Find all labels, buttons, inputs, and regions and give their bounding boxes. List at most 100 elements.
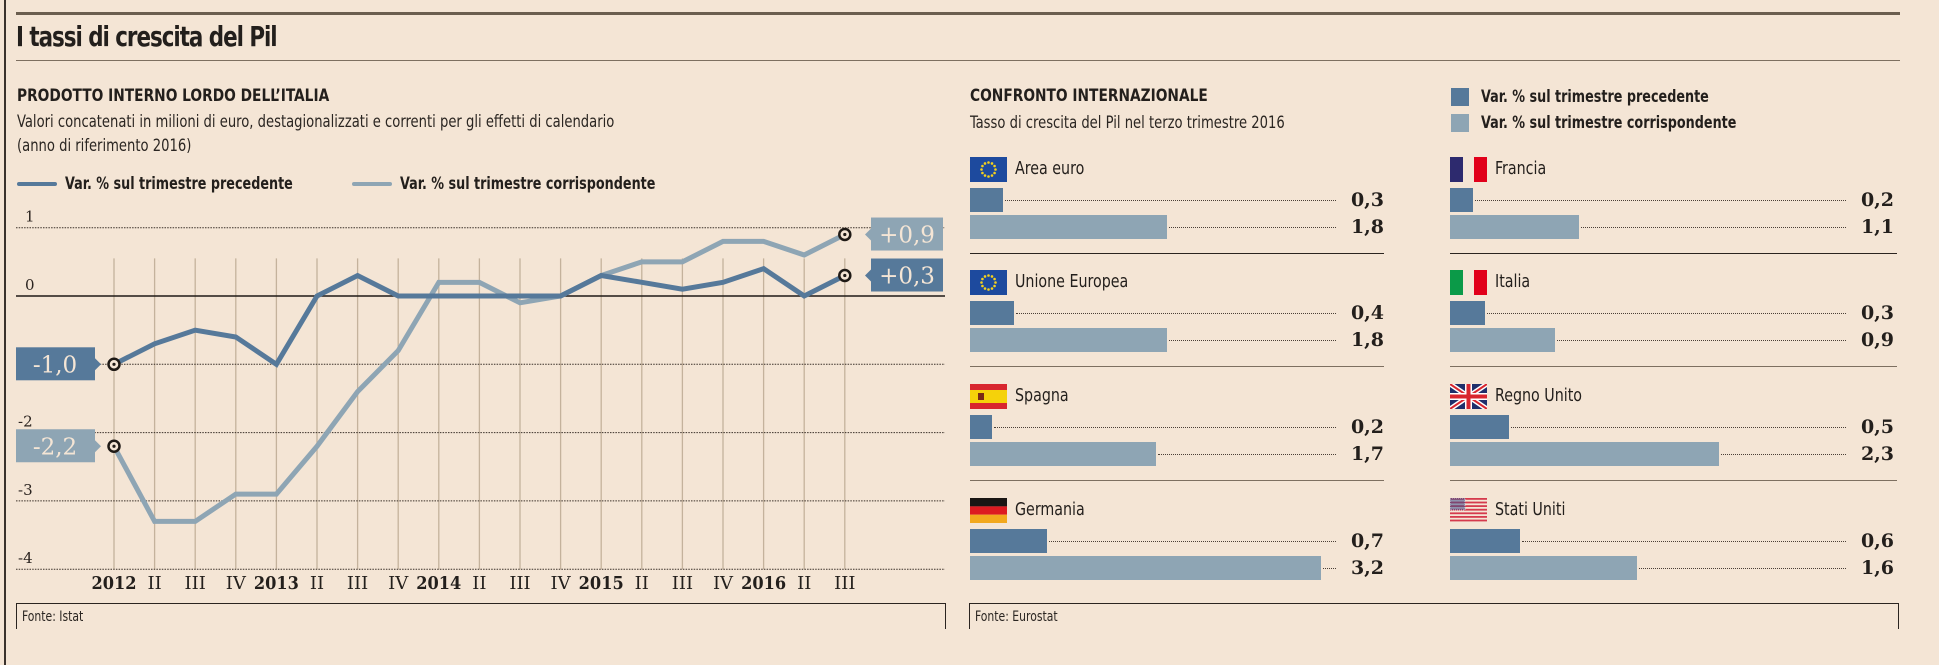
label-pointer	[865, 228, 871, 241]
endpoint-marker-dot	[843, 273, 847, 278]
leader-line	[1580, 227, 1846, 228]
x-tick-label: IV	[388, 573, 409, 594]
legend-label: Var. % sul trimestre precedente	[1481, 87, 1709, 106]
country-name: Italia	[1495, 271, 1531, 292]
value-label-corr: 2,3	[1860, 443, 1894, 465]
x-tick-label: III	[672, 573, 693, 594]
endpoint-marker-dot	[843, 232, 847, 237]
value-label-prev: 0,5	[1860, 416, 1894, 438]
value-label-corr: 1,1	[1860, 216, 1894, 238]
leader-line	[1004, 200, 1336, 201]
bar-prev	[970, 415, 992, 439]
value-label-corr: 1,7	[1350, 443, 1384, 465]
value-label-prev: 0,7	[1350, 530, 1384, 552]
value-label-prev: 0,2	[1860, 189, 1894, 211]
label-pointer	[95, 440, 101, 453]
leader-line	[1169, 340, 1336, 341]
country-name: Regno Unito	[1495, 385, 1583, 406]
label-text: +0,9	[879, 223, 935, 249]
country-name: Unione Europea	[1015, 271, 1129, 292]
leader-line	[1522, 541, 1846, 542]
x-tick-label: 2015	[579, 573, 624, 594]
bar-prev	[970, 188, 1003, 212]
left-footer-box: Fonte: Istat	[16, 603, 946, 629]
end-value-label: +0,9	[865, 217, 943, 251]
x-tick-label: 2014	[416, 573, 461, 594]
legend-label: Var. % sul trimestre corrispondente	[400, 174, 656, 193]
bar-corr	[1450, 442, 1720, 466]
legend-square-prev-icon	[1451, 87, 1469, 106]
value-label-corr: 1,6	[1860, 557, 1894, 579]
label-text: +0,3	[879, 264, 935, 290]
group-separator	[970, 253, 1384, 254]
value-label-prev: 0,3	[1350, 189, 1384, 211]
country-name: Germania	[1015, 499, 1085, 520]
x-tick-label: III	[509, 573, 530, 594]
leader-line	[993, 427, 1336, 428]
leader-line	[1015, 313, 1336, 314]
y-tick-label: 1	[25, 208, 35, 226]
x-tick-label: III	[185, 573, 206, 594]
flag-de-icon	[970, 498, 1007, 523]
right-footer-box: Fonte: Eurostat	[969, 603, 1899, 629]
bar-prev	[970, 301, 1014, 325]
group-separator	[970, 366, 1384, 367]
value-label-prev: 0,2	[1350, 416, 1384, 438]
group-separator	[1450, 253, 1897, 254]
page-border	[4, 0, 6, 665]
flag-fr-icon	[1450, 157, 1487, 182]
end-value-label: +0,3	[865, 258, 943, 292]
right-heading: CONFRONTO INTERNAZIONALE	[970, 86, 1208, 106]
bar-corr	[1450, 328, 1556, 352]
right-legend-prev: Var. % sul trimestre precedente	[1451, 87, 1746, 106]
top-rule	[16, 12, 1900, 15]
legend-label: Var. % sul trimestre corrispondente	[1481, 113, 1737, 132]
y-tick-label: -2	[18, 413, 33, 431]
x-tick-label: 2012	[91, 573, 136, 594]
label-box	[16, 347, 95, 381]
group-separator	[970, 480, 1384, 481]
flag-it-icon	[1450, 270, 1487, 295]
left-heading: PRODOTTO INTERNO LORDO DELL’ITALIA	[17, 86, 330, 106]
bar-corr	[970, 215, 1168, 239]
leader-line	[1322, 568, 1336, 569]
left-legend-prev: Var. % sul trimestre precedente	[17, 174, 330, 193]
group-separator	[1450, 366, 1897, 367]
value-label-prev: 0,3	[1860, 302, 1894, 324]
x-tick-label: II	[635, 573, 649, 594]
bar-prev	[1450, 415, 1509, 439]
country-name: Stati Uniti	[1495, 499, 1566, 520]
label-box	[871, 217, 943, 251]
country-name: Area euro	[1015, 158, 1085, 179]
leader-line	[1487, 313, 1846, 314]
endpoint-marker-dot	[112, 362, 116, 366]
group-separator	[1450, 480, 1897, 481]
country-name: Spagna	[1015, 385, 1069, 406]
value-label-prev: 0,6	[1860, 530, 1894, 552]
x-tick-label: II	[797, 573, 811, 594]
country-name: Francia	[1495, 158, 1547, 179]
page-title: I tassi di crescita del Pil	[16, 20, 278, 53]
flag-eu-icon	[970, 270, 1007, 295]
label-box	[871, 258, 943, 292]
start-value-label: -2,2	[16, 429, 101, 463]
value-label-corr: 0,9	[1860, 329, 1894, 351]
right-subtitle: Tasso di crescita del Pil nel terzo trim…	[970, 113, 1285, 133]
start-value-label: -1,0	[16, 347, 101, 381]
x-tick-label: III	[347, 573, 368, 594]
leader-line	[1475, 200, 1846, 201]
y-tick-label: 0	[25, 276, 35, 294]
value-label-prev: 0,4	[1350, 302, 1384, 324]
bar-corr	[970, 442, 1157, 466]
x-tick-label: 2016	[741, 573, 786, 594]
bar-prev	[1450, 301, 1486, 325]
bar-corr	[970, 556, 1321, 580]
y-tick-label: -3	[18, 481, 33, 499]
label-pointer	[95, 358, 101, 371]
x-tick-label: IV	[226, 573, 247, 594]
x-tick-label: III	[834, 573, 855, 594]
bar-prev	[1450, 188, 1474, 212]
leader-line	[1557, 340, 1846, 341]
value-label-corr: 1,8	[1350, 216, 1384, 238]
value-label-corr: 1,8	[1350, 329, 1384, 351]
